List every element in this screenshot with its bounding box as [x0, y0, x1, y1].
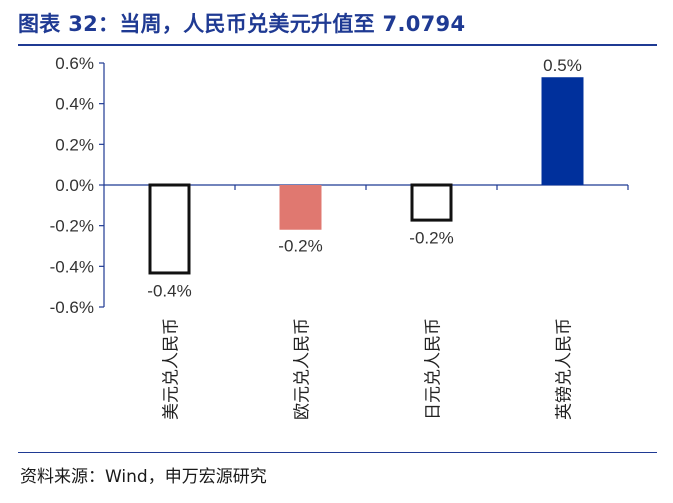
bar-chart: 0.6% 0.4% 0.2% 0.0% -0.2% -0.4% -0.6% -0.4% 美元兑…	[50, 54, 629, 420]
x-category-label: 欧元兑人民币	[293, 318, 313, 420]
x-category-label: 日元兑人民币	[424, 318, 444, 420]
bar	[541, 77, 584, 185]
y-tick-label: -0.2%	[50, 217, 94, 236]
chart-title: 图表 32：当周，人民币兑美元升值至 7.0794	[18, 12, 466, 36]
y-tick-label: 0.2%	[55, 135, 94, 154]
y-tick-label: 0.6%	[55, 54, 94, 73]
y-tick-label: 0.4%	[55, 95, 94, 114]
bar-data-label: 0.5%	[543, 56, 582, 75]
y-tick-label: 0.0%	[55, 176, 94, 195]
title-underline	[18, 44, 657, 46]
bar	[410, 183, 453, 222]
source-divider	[18, 452, 657, 453]
y-tick-label: -0.6%	[50, 298, 94, 317]
bar-data-label: -0.2%	[278, 237, 322, 256]
bar	[148, 183, 191, 275]
bar-data-label: -0.2%	[409, 229, 453, 248]
y-tick-label: -0.4%	[50, 257, 94, 276]
bar	[279, 185, 322, 230]
x-category-label: 英镑兑人民币	[555, 318, 575, 420]
bar-data-label: -0.4%	[147, 281, 191, 300]
x-category-label: 美元兑人民币	[162, 318, 182, 420]
source-note: 资料来源：Wind，申万宏源研究	[20, 467, 267, 487]
